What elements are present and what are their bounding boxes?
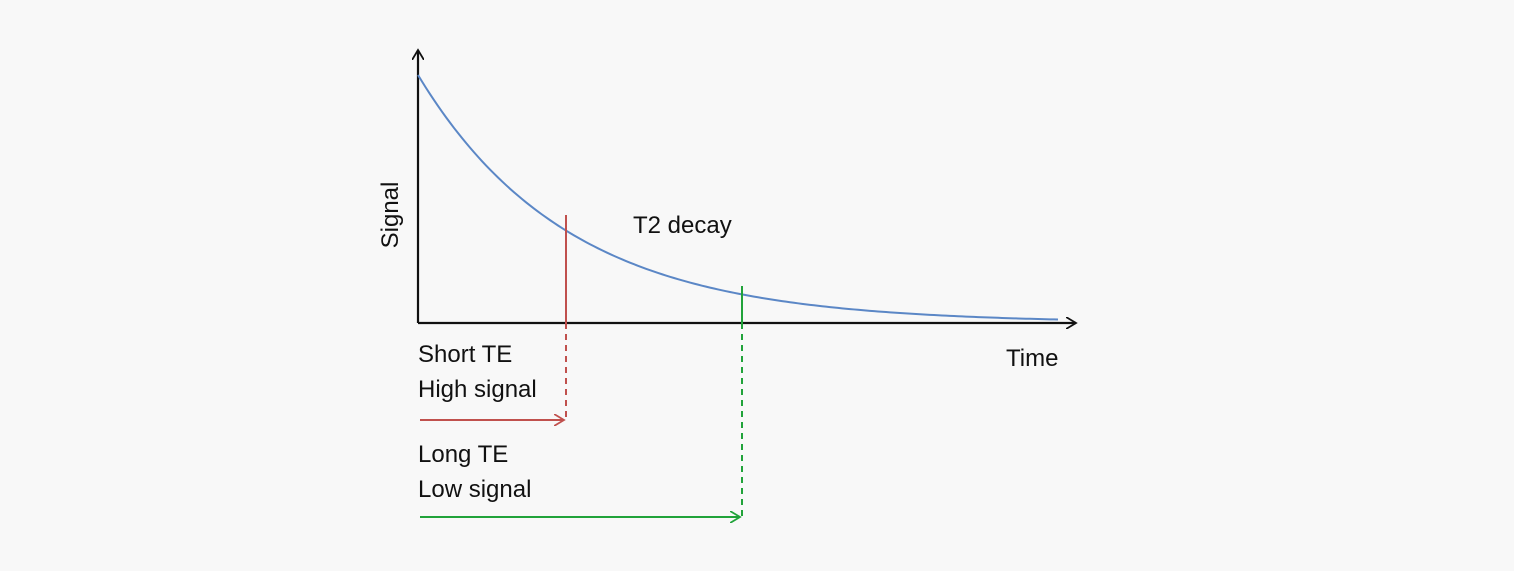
t2-decay-curve [417, 74, 1059, 321]
long-te-label: Long TE [418, 441, 508, 468]
short-te-label: Short TE [418, 341, 512, 368]
high-signal-label: High signal [418, 376, 537, 403]
low-signal-label: Low signal [418, 476, 531, 503]
y-axis-label: Signal [377, 182, 404, 249]
x-axis-label: Time [1006, 345, 1058, 372]
curve-label: T2 decay [633, 212, 732, 239]
